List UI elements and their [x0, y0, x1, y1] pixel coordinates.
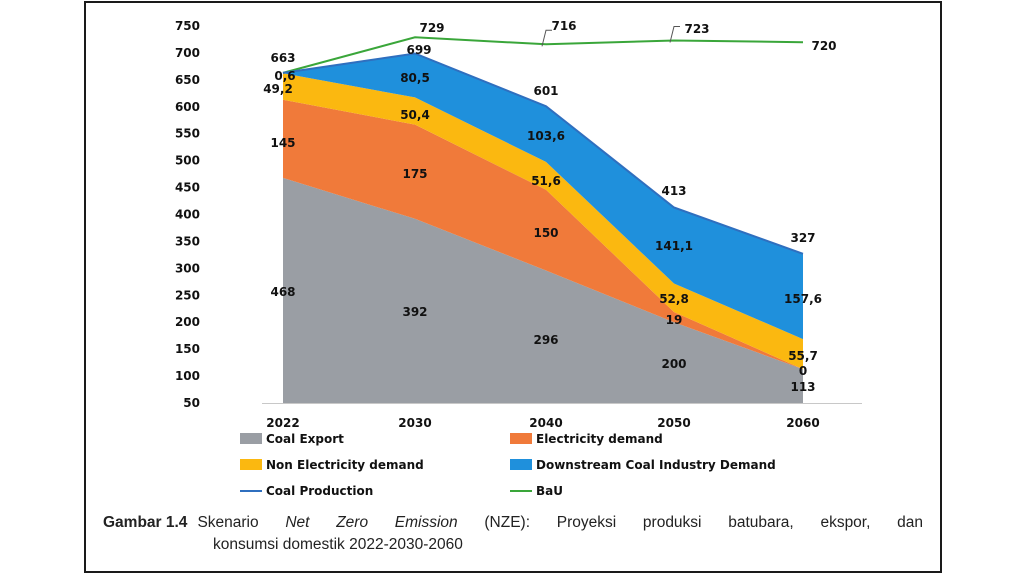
y-tick-label: 700 — [175, 46, 200, 60]
y-tick-label: 250 — [175, 288, 200, 302]
data-label: 50,4 — [400, 108, 430, 122]
y-tick-label: 350 — [175, 234, 200, 248]
data-label: 113 — [790, 380, 815, 394]
data-label: 296 — [533, 333, 558, 347]
x-tick-label: 2030 — [398, 416, 431, 430]
data-label: 157,6 — [784, 292, 822, 306]
y-tick-label: 650 — [175, 73, 200, 87]
production-label: 663 — [270, 51, 295, 65]
area-downstream-coal-industry-demand — [283, 54, 803, 340]
area-non-electricity-demand — [283, 73, 803, 370]
legend-swatch — [510, 459, 532, 470]
figure-caption: Gambar 1.4 Skenario Net Zero Emission (N… — [103, 512, 923, 556]
y-tick-label: 300 — [175, 261, 200, 275]
legend-label: Electricity demand — [536, 432, 663, 446]
data-label: 51,6 — [531, 174, 561, 188]
caption-text-2: (NZE): Proyeksi produksi batubara, ekspo… — [457, 514, 924, 531]
bau-label-leader — [669, 26, 680, 43]
x-tick-label: 2050 — [657, 416, 690, 430]
caption-text-3: konsumsi domestik 2022-2030-2060 — [213, 536, 463, 553]
bau-label: 729 — [419, 21, 444, 35]
line-coal-production — [282, 52, 804, 255]
data-label: 175 — [402, 167, 427, 181]
y-tick-label: 600 — [175, 100, 200, 114]
data-label: 49,2 — [263, 82, 293, 96]
production-label: 601 — [533, 84, 558, 98]
production-label: 699 — [406, 43, 431, 57]
y-tick-label: 100 — [175, 369, 200, 383]
x-tick-label: 2022 — [266, 416, 299, 430]
y-tick-label: 50 — [183, 396, 200, 410]
caption-italic: Net Zero Emission — [285, 514, 458, 531]
legend-swatch — [240, 433, 262, 444]
data-label: 0 — [799, 364, 807, 378]
data-label: 200 — [661, 357, 686, 371]
data-label: 141,1 — [655, 239, 693, 253]
production-label: 327 — [790, 231, 815, 245]
area-coal-export — [283, 177, 803, 403]
bau-label-leader — [541, 29, 552, 47]
data-label: 55,7 — [788, 349, 818, 363]
caption-label: Gambar 1.4 — [103, 514, 188, 531]
data-label: 80,5 — [400, 71, 430, 85]
data-label: 145 — [270, 136, 295, 150]
area-electricity-demand — [283, 99, 803, 370]
y-tick-label: 400 — [175, 208, 200, 222]
caption-text-1: Skenario — [197, 514, 286, 531]
y-tick-label: 450 — [175, 181, 200, 195]
legend-label: Downstream Coal Industry Demand — [536, 458, 776, 472]
data-label: 0,6 — [274, 69, 295, 83]
production-label: 413 — [661, 184, 686, 198]
bau-label: 716 — [551, 19, 576, 33]
bau-label: 723 — [684, 22, 709, 36]
data-label: 103,6 — [527, 129, 565, 143]
legend-label: Non Electricity demand — [266, 458, 424, 472]
data-label: 52,8 — [659, 292, 689, 306]
legend-label: BaU — [536, 484, 563, 498]
line-bau — [282, 36, 804, 74]
data-label: 150 — [533, 226, 558, 240]
data-label: 468 — [270, 285, 295, 299]
y-tick-label: 200 — [175, 315, 200, 329]
x-tick-label: 2040 — [529, 416, 562, 430]
y-tick-label: 500 — [175, 154, 200, 168]
y-tick-label: 150 — [175, 342, 200, 356]
data-label: 392 — [402, 305, 427, 319]
legend-label: Coal Production — [266, 484, 373, 498]
y-tick-label: 750 — [175, 19, 200, 33]
bau-label: 720 — [811, 39, 836, 53]
x-tick-label: 2060 — [786, 416, 819, 430]
legend-swatch — [240, 459, 262, 470]
legend-label: Coal Export — [266, 432, 344, 446]
y-tick-label: 550 — [175, 127, 200, 141]
legend-swatch — [510, 433, 532, 444]
data-label: 19 — [666, 313, 683, 327]
